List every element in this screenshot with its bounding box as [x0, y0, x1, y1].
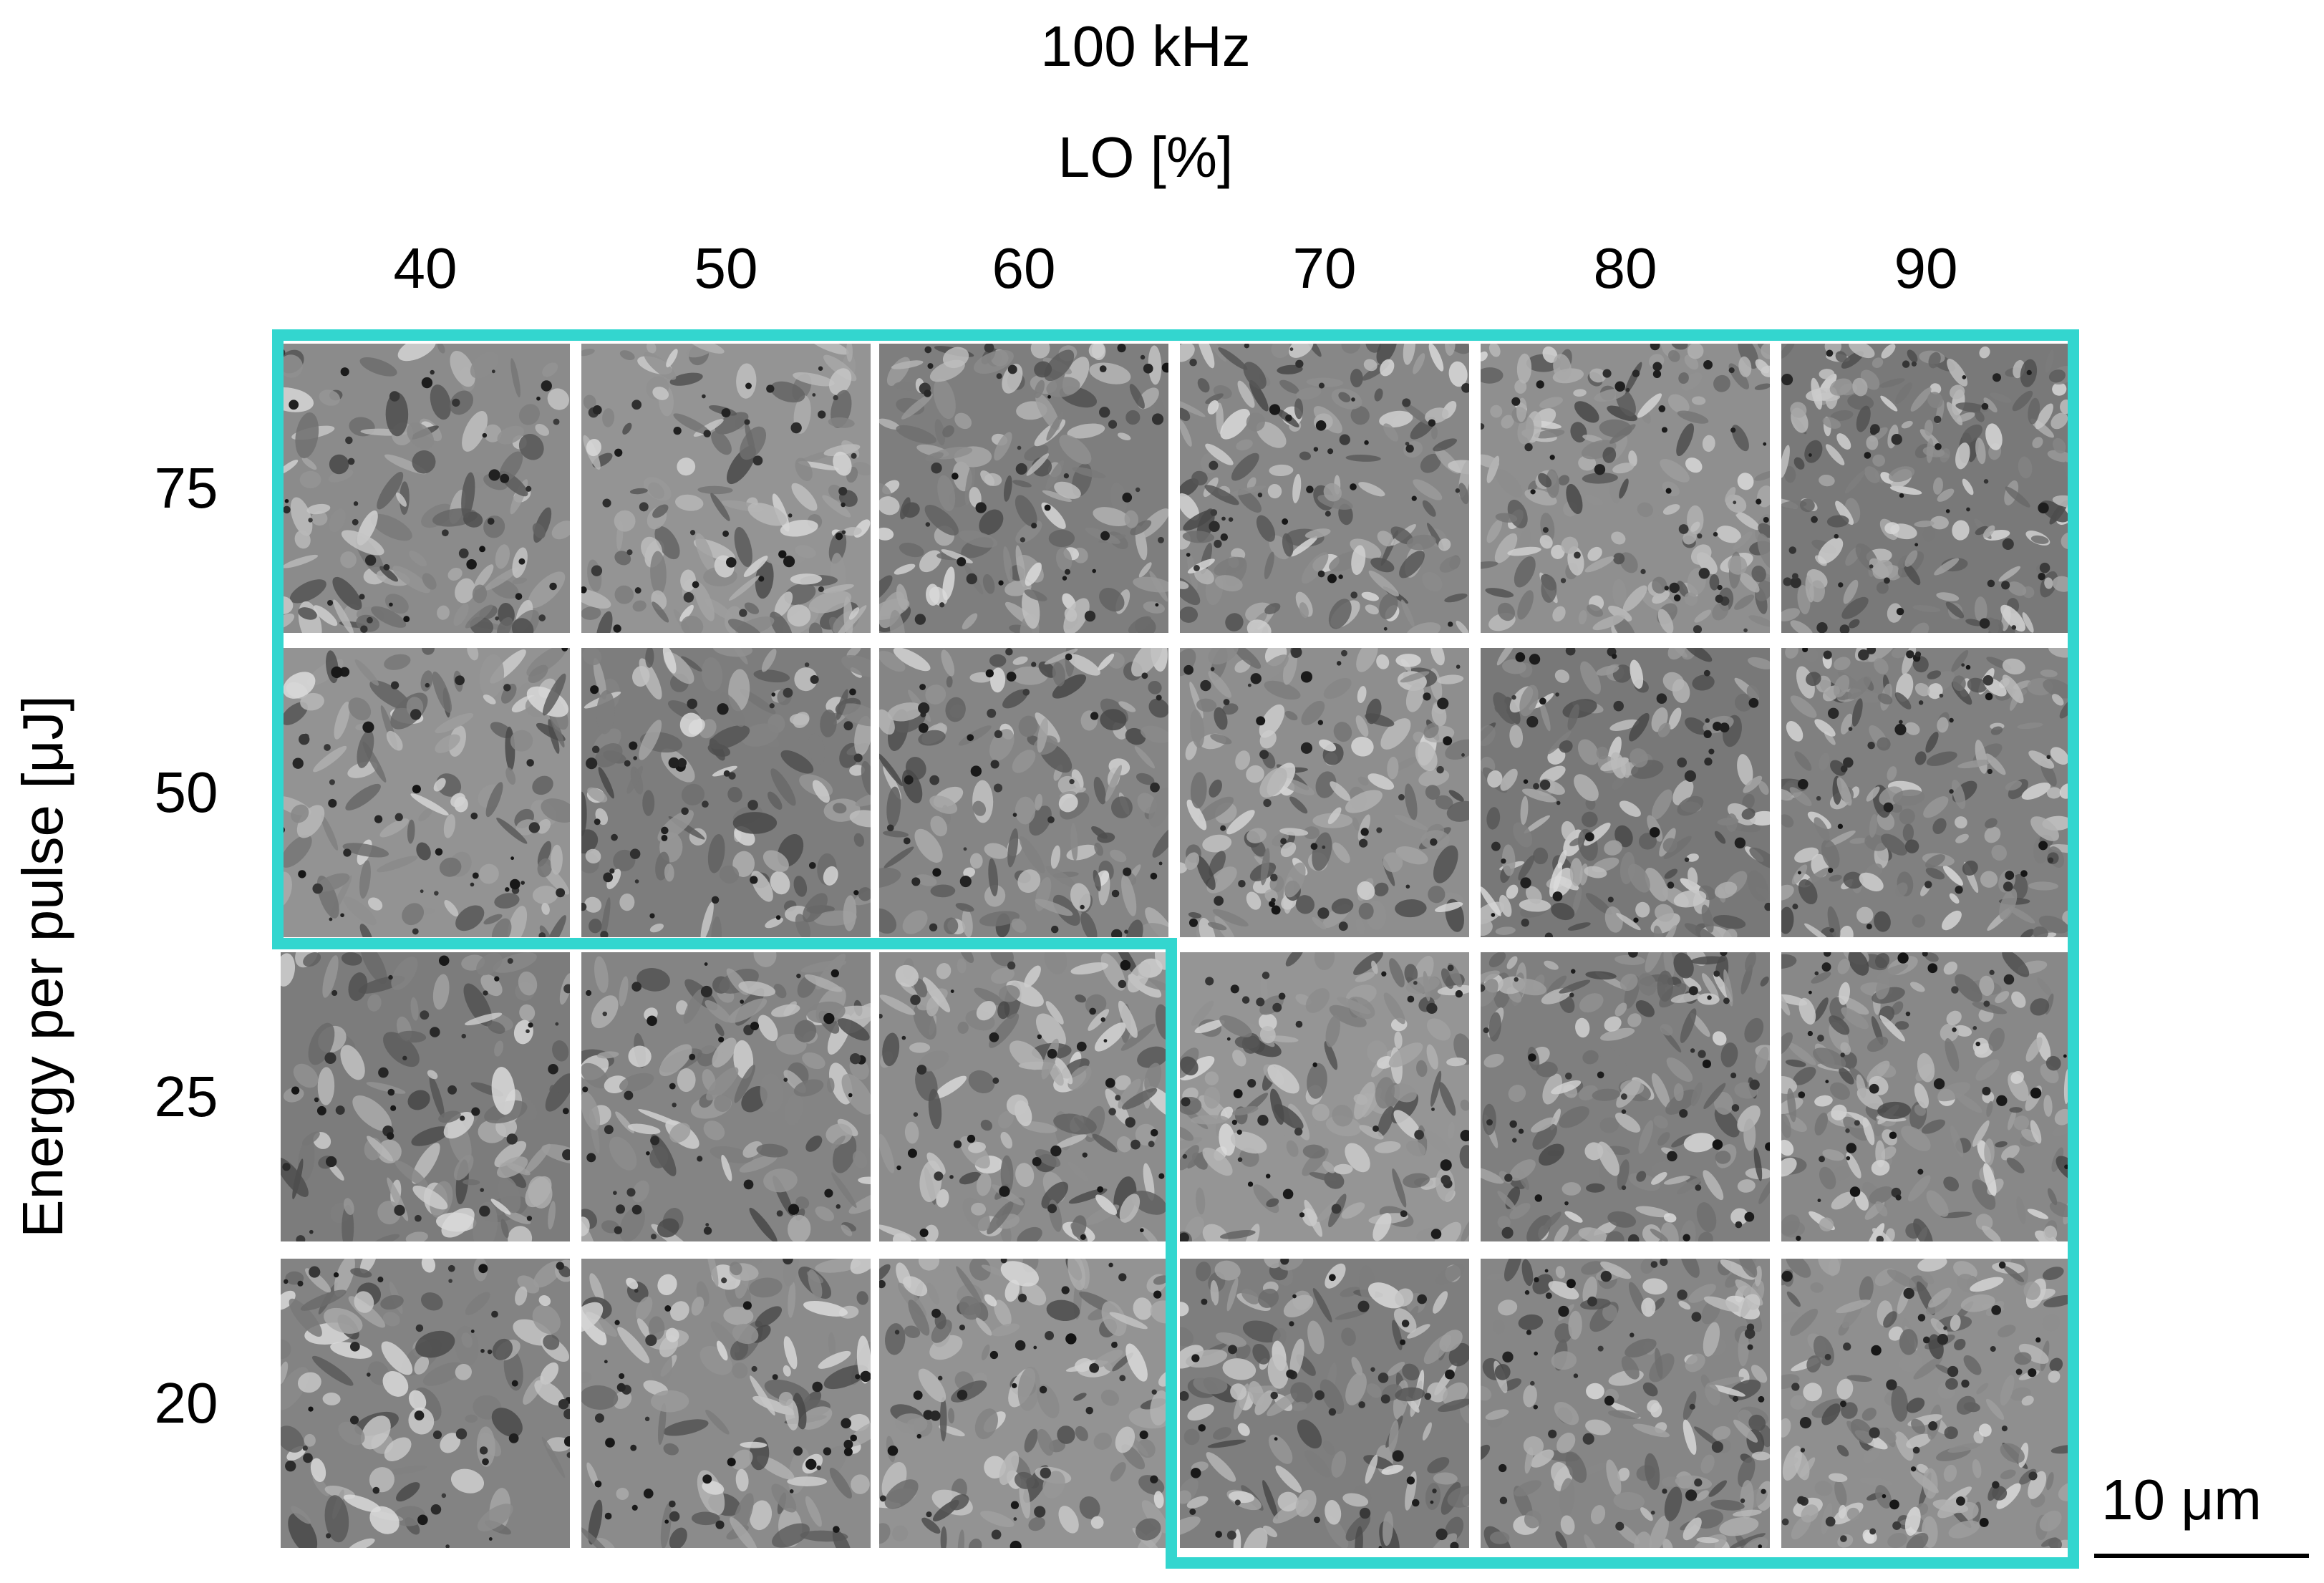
sem-tile-75-80 — [1481, 344, 1770, 633]
sem-tile-20-40 — [281, 1259, 570, 1548]
sem-tile-20-60 — [879, 1259, 1168, 1548]
sem-tile-20-70 — [1180, 1259, 1469, 1548]
energy-axis-title: Energy per pulse [μJ] — [11, 695, 74, 1238]
sem-tile-75-70 — [1180, 344, 1469, 633]
sem-tile-20-80 — [1481, 1259, 1770, 1548]
sem-tile-75-90 — [1781, 344, 2071, 633]
column-label-60: 60 — [992, 236, 1056, 300]
sem-tile-25-70 — [1180, 952, 1469, 1241]
column-label-70: 70 — [1292, 236, 1357, 300]
column-label-40: 40 — [393, 236, 457, 300]
sem-tile-50-50 — [581, 648, 871, 937]
sem-tile-50-40 — [281, 648, 570, 937]
sem-tile-25-80 — [1481, 952, 1770, 1241]
scale-bar — [2094, 1554, 2309, 1558]
sem-tile-20-50 — [581, 1259, 871, 1548]
sem-tile-75-60 — [879, 344, 1168, 633]
sem-tile-75-50 — [581, 344, 871, 633]
sem-tile-50-60 — [879, 648, 1168, 937]
frequency-title: 100 kHz — [1040, 14, 1251, 78]
sem-tile-50-70 — [1180, 648, 1469, 937]
sem-tile-20-90 — [1781, 1259, 2071, 1548]
sem-tile-25-90 — [1781, 952, 2071, 1241]
column-label-80: 80 — [1593, 236, 1657, 300]
row-label-75: 75 — [154, 456, 218, 520]
lo-axis-title: LO [%] — [1057, 125, 1234, 189]
column-label-50: 50 — [694, 236, 758, 300]
sem-tile-25-40 — [281, 952, 570, 1241]
sem-tile-25-50 — [581, 952, 871, 1241]
scale-bar-label: 10 μm — [2101, 1468, 2262, 1531]
row-label-50: 50 — [154, 760, 218, 824]
sem-tile-50-90 — [1781, 648, 2071, 937]
sem-tile-75-40 — [281, 344, 570, 633]
row-label-20: 20 — [154, 1371, 218, 1435]
sem-tile-25-60 — [879, 952, 1168, 1241]
row-label-25: 25 — [154, 1065, 218, 1128]
column-label-90: 90 — [1894, 236, 1958, 300]
sem-tile-50-80 — [1481, 648, 1770, 937]
